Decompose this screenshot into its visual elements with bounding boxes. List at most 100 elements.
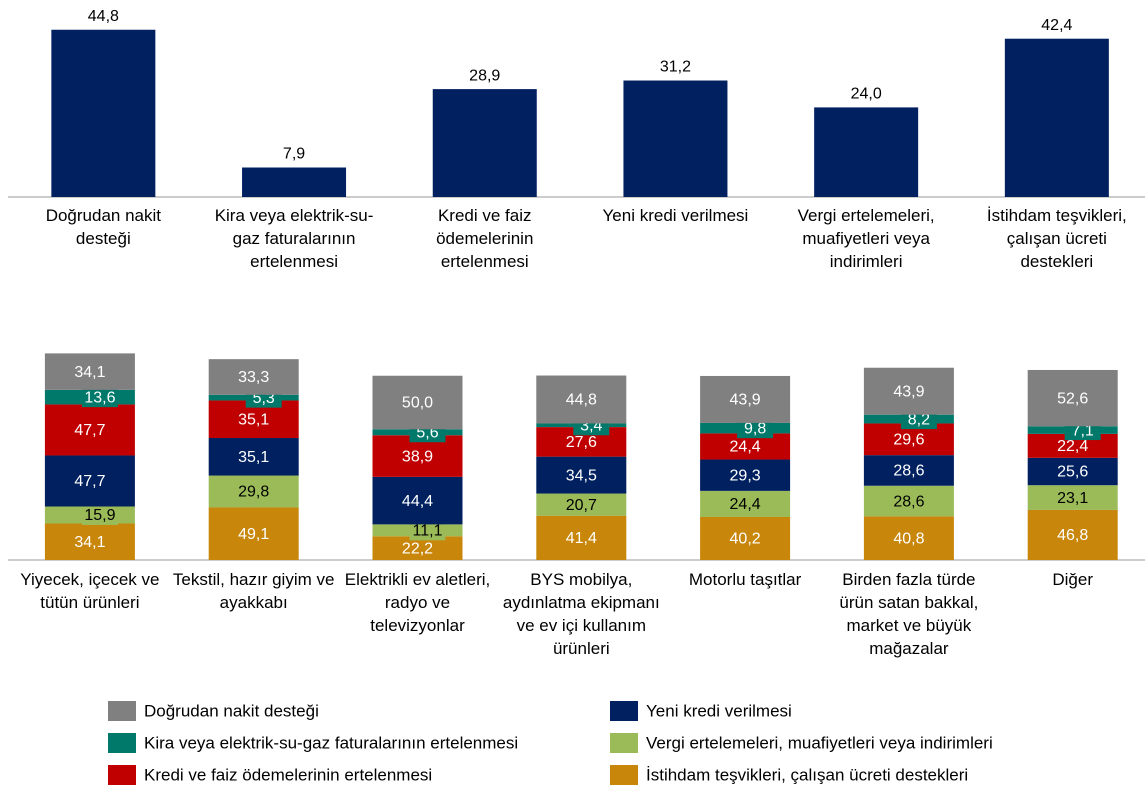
bar-segment <box>372 375 463 430</box>
legend-swatch <box>108 733 136 753</box>
value-label: 23,1 <box>1057 490 1088 507</box>
value-label: 52,6 <box>1057 390 1088 407</box>
bar <box>623 80 728 197</box>
bar <box>432 89 537 197</box>
bar-segment <box>1027 369 1118 427</box>
bar-segment <box>700 459 791 491</box>
x-tick-label: Doğrudan nakit desteği <box>45 206 161 248</box>
legend-swatch <box>610 765 638 785</box>
value-label: 44,8 <box>566 392 597 409</box>
value-label: 8,2 <box>908 411 930 428</box>
value-label: 34,5 <box>566 467 597 484</box>
legend-label: Kredi ve faiz ödemelerinin ertelenmesi <box>144 765 432 784</box>
bar <box>51 29 156 197</box>
legend-swatch <box>108 765 136 785</box>
value-label: 49,1 <box>238 526 269 543</box>
value-label: 24,4 <box>730 439 761 456</box>
value-label: 28,6 <box>893 493 924 510</box>
bar <box>1004 38 1109 197</box>
value-label: 34,1 <box>74 534 105 551</box>
value-label: 9,8 <box>744 420 766 437</box>
legend-label: Kira veya elektrik-su-gaz faturalarının … <box>144 733 518 752</box>
bar-segment <box>700 516 791 560</box>
bar-segment <box>1027 509 1118 560</box>
value-label: 7,9 <box>283 146 305 163</box>
value-label: 13,6 <box>84 389 115 406</box>
x-tick-label: Birden fazla türde ürün satan bakkal, ma… <box>839 570 979 658</box>
bar-segment <box>44 404 135 456</box>
value-label: 50,0 <box>402 395 433 412</box>
value-label: 24,0 <box>851 86 882 103</box>
value-label: 46,8 <box>1057 527 1088 544</box>
x-tick-label: Motorlu taşıtlar <box>688 570 802 589</box>
bar-segment <box>208 438 299 476</box>
legend-label: İstihdam teşvikleri, çalışan ücreti dest… <box>646 765 968 784</box>
legend-label: Yeni kredi verilmesi <box>646 701 792 720</box>
value-label: 33,3 <box>238 369 269 386</box>
bar-segment <box>372 536 463 560</box>
bar-segment <box>700 375 791 423</box>
bar-segment <box>208 359 299 395</box>
value-label: 22,4 <box>1057 438 1088 455</box>
label-box <box>81 387 118 408</box>
value-label: 22,2 <box>402 540 433 557</box>
x-tick-label: Tekstil, hazır giyim ve ayakkabı <box>172 570 335 612</box>
value-label: 29,8 <box>238 484 269 501</box>
value-label: 11,1 <box>413 523 443 540</box>
bar-segment <box>863 516 954 560</box>
value-label: 35,1 <box>238 449 269 466</box>
value-label: 15,9 <box>84 507 115 524</box>
value-label: 35,1 <box>238 411 269 428</box>
bar-segment <box>863 455 954 486</box>
bar-segment <box>536 375 627 424</box>
x-tick-label: Yiyecek, içecek ve tütün ürünleri <box>20 570 160 612</box>
label-box <box>409 520 446 541</box>
bar-segment <box>44 455 135 507</box>
x-tick-label: Kira veya elektrik-su-gaz faturalarının … <box>214 206 374 271</box>
legend-swatch <box>610 733 638 753</box>
value-label: 47,7 <box>74 473 105 490</box>
value-label: 41,4 <box>566 530 597 547</box>
value-label: 40,2 <box>730 531 761 548</box>
value-label: 34,1 <box>74 364 105 381</box>
value-label: 43,9 <box>730 392 761 409</box>
bar-segment <box>536 493 627 516</box>
bar <box>814 107 919 197</box>
value-label: 20,7 <box>566 497 597 514</box>
x-tick-label: Elektrikli ev aletleri, radyo ve televiz… <box>344 570 491 635</box>
legend-swatch <box>610 701 638 721</box>
label-box <box>81 505 118 526</box>
label-box <box>737 418 774 439</box>
value-label: 47,7 <box>74 422 105 439</box>
value-label: 40,8 <box>893 530 924 547</box>
value-label: 29,6 <box>893 432 924 449</box>
bar-segment <box>700 490 791 517</box>
value-label: 24,4 <box>730 496 761 513</box>
bar-segment <box>1027 457 1118 486</box>
bar-segment <box>208 507 299 560</box>
bar-segment <box>536 515 627 560</box>
value-label: 44,8 <box>88 8 119 25</box>
legend-swatch <box>108 701 136 721</box>
value-label: 42,4 <box>1041 17 1072 34</box>
x-tick-label: Diğer <box>1052 570 1093 589</box>
bar <box>242 167 347 197</box>
bar-segment <box>44 353 135 390</box>
x-tick-label: Yeni kredi verilmesi <box>602 206 749 225</box>
bar-segment <box>208 475 299 508</box>
bar-segment <box>1027 485 1118 510</box>
x-tick-label: İstihdam teşvikleri, çalışan ücreti dest… <box>986 206 1127 271</box>
bar-segment <box>863 367 954 415</box>
value-label: 7,1 <box>1072 422 1094 439</box>
value-label: 38,9 <box>402 448 433 465</box>
bar-segment <box>536 456 627 494</box>
x-tick-label: Kredi ve faiz ödemelerinin ertelenmesi <box>436 206 534 271</box>
value-label: 31,2 <box>660 59 691 76</box>
value-label: 28,9 <box>469 67 500 84</box>
x-tick-label: Vergi ertelemeleri, muafiyetleri veya in… <box>797 206 935 271</box>
value-label: 25,6 <box>1057 464 1088 481</box>
bar-segment <box>863 485 954 517</box>
value-label: 28,6 <box>893 463 924 480</box>
value-label: 43,9 <box>893 383 924 400</box>
